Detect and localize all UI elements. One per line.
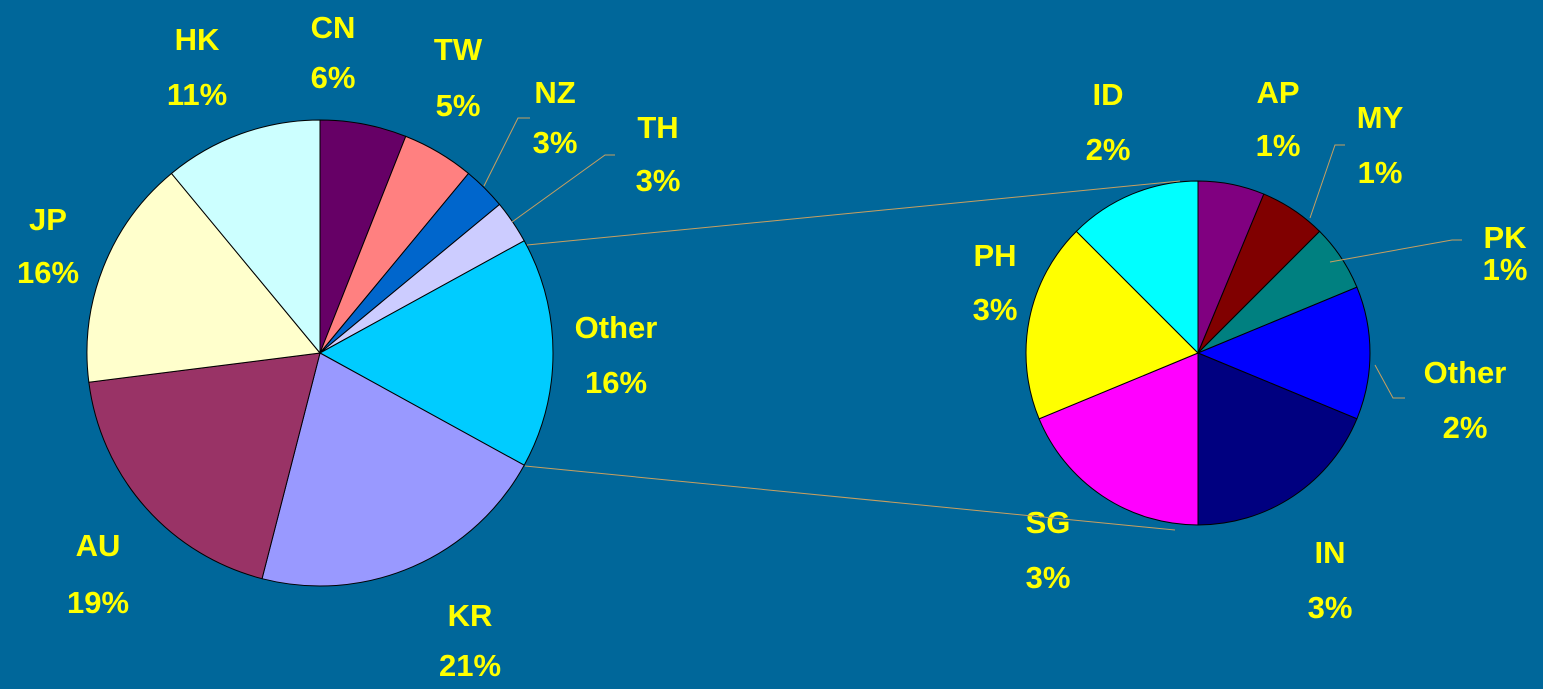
pie-slice	[170, 119, 321, 355]
slice-value-label: 3%	[533, 125, 578, 160]
slice-label: AU	[76, 528, 121, 563]
leader-line	[1329, 239, 1462, 263]
slice-value-label: 16%	[585, 365, 647, 400]
slice-label: PH	[973, 238, 1016, 273]
slice-label: TW	[434, 32, 483, 67]
slice-value-label: 6%	[311, 60, 356, 95]
leader-line	[483, 117, 530, 187]
slice-label: Other	[575, 310, 658, 345]
slice-value-label: 2%	[1086, 132, 1131, 167]
slice-value-label: 1%	[1256, 128, 1301, 163]
connector-line	[526, 180, 1181, 246]
slice-value-label: 11%	[167, 77, 227, 112]
slice-label: ID	[1093, 77, 1124, 112]
slice-label: AP	[1256, 75, 1299, 110]
slice-value-label: 16%	[17, 255, 79, 290]
slice-label: KR	[448, 598, 493, 633]
slice-label: CN	[311, 10, 356, 45]
pie-slice	[1038, 352, 1199, 526]
slice-value-label: 21%	[439, 648, 501, 683]
pie-slice	[318, 240, 554, 466]
pie-slice	[261, 352, 525, 587]
leader-line	[511, 154, 615, 223]
slice-value-label: 1%	[1358, 155, 1403, 190]
pie-slice	[86, 172, 321, 383]
slice-value-label: 1%	[1483, 252, 1528, 287]
slice-value-label: 19%	[67, 585, 129, 620]
slice-value-label: 5%	[436, 88, 481, 123]
pie-slice	[88, 352, 321, 580]
pie-slice	[1196, 286, 1371, 420]
slice-label: PK	[1483, 220, 1527, 255]
pie-slice	[1025, 230, 1199, 420]
slice-value-label: 3%	[1026, 560, 1071, 595]
slice-label: HK	[175, 22, 220, 57]
slice-value-label: 3%	[636, 163, 681, 198]
slice-label: JP	[29, 202, 67, 237]
leader-line	[1374, 364, 1405, 399]
slice-label: Other	[1424, 355, 1507, 390]
leader-line	[1309, 144, 1345, 219]
slice-value-label: 2%	[1443, 410, 1488, 445]
slice-label: SG	[1026, 505, 1071, 540]
slice-label: MY	[1357, 100, 1404, 135]
slice-value-label: 3%	[1308, 590, 1353, 625]
slice-value-label: 3%	[973, 292, 1018, 327]
pie-slice	[1075, 180, 1199, 355]
slice-label: TH	[637, 110, 678, 145]
slice-label: NZ	[534, 75, 575, 110]
pie-slice	[1197, 352, 1358, 526]
connector-line	[524, 465, 1176, 531]
slice-label: IN	[1315, 535, 1346, 570]
